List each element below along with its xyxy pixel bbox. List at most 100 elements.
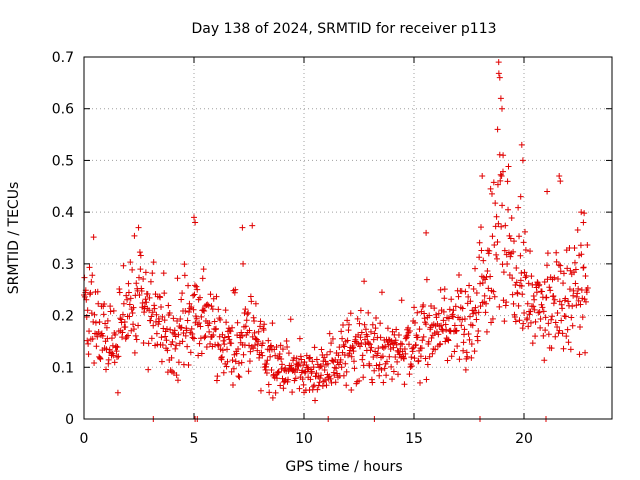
data-point (477, 303, 484, 310)
data-point (473, 289, 480, 296)
data-point (351, 358, 358, 365)
data-point (228, 368, 235, 375)
data-point (163, 337, 170, 344)
data-point (575, 297, 582, 304)
data-point (488, 319, 495, 326)
data-point (160, 325, 167, 332)
data-point (393, 326, 400, 333)
data-point (312, 397, 319, 404)
data-point (369, 379, 376, 386)
data-point (412, 341, 419, 348)
data-point (470, 286, 477, 293)
data-point (483, 300, 490, 307)
data-point (324, 360, 331, 367)
data-point (460, 347, 467, 354)
data-point (139, 299, 146, 306)
data-point (89, 335, 96, 342)
data-point (327, 375, 334, 382)
data-point (494, 239, 501, 246)
data-point (329, 357, 336, 364)
data-point (318, 346, 325, 353)
data-point (170, 315, 177, 322)
data-point (462, 288, 469, 295)
data-point (501, 247, 508, 254)
data-point (277, 342, 284, 349)
data-point (140, 275, 147, 282)
data-point (574, 227, 581, 234)
data-point (565, 298, 572, 305)
data-point (247, 348, 254, 355)
data-point (474, 337, 481, 344)
data-point (553, 258, 560, 265)
data-point (173, 372, 180, 379)
data-point (335, 352, 342, 359)
data-point (399, 341, 406, 348)
data-point (426, 312, 433, 319)
data-point (193, 315, 200, 322)
data-point (190, 306, 197, 313)
data-point (296, 385, 303, 392)
data-point (195, 352, 202, 359)
data-point (458, 322, 465, 329)
data-point (411, 304, 418, 311)
data-point (107, 303, 114, 310)
data-point (222, 307, 229, 314)
data-point (548, 316, 555, 323)
data-point (378, 366, 385, 373)
data-point (443, 326, 450, 333)
data-point (513, 265, 520, 272)
data-point (310, 383, 317, 390)
data-point (182, 308, 189, 315)
data-point (431, 305, 438, 312)
data-point (217, 316, 224, 323)
data-point (477, 224, 484, 231)
data-point (527, 308, 534, 315)
data-point (524, 300, 531, 307)
data-point (235, 345, 242, 352)
data-point (580, 264, 587, 271)
data-point (92, 319, 99, 326)
data-point (150, 322, 157, 329)
data-point (248, 298, 255, 305)
data-point (168, 341, 175, 348)
data-point (527, 319, 534, 326)
data-point (488, 190, 495, 197)
data-point (140, 340, 147, 347)
data-point (416, 347, 423, 354)
data-point (178, 296, 185, 303)
data-point (299, 376, 306, 383)
data-point (515, 204, 522, 211)
data-point (438, 322, 445, 329)
data-point (508, 214, 515, 221)
x-axis-label: GPS time / hours (285, 459, 402, 475)
data-point (129, 266, 136, 273)
data-point (440, 317, 447, 324)
data-point (382, 343, 389, 350)
data-point (535, 309, 542, 316)
data-point (390, 368, 397, 375)
data-point (544, 262, 551, 269)
data-point (246, 358, 253, 365)
data-point (582, 349, 589, 356)
data-point (347, 310, 354, 317)
data-point (448, 353, 455, 360)
data-point (326, 373, 333, 380)
data-point (243, 332, 250, 339)
x-tick-label: 10 (295, 431, 313, 447)
data-point (515, 302, 522, 309)
data-point (451, 322, 458, 329)
data-point (555, 275, 562, 282)
data-point (274, 369, 281, 376)
data-point (540, 332, 547, 339)
data-point (495, 220, 502, 227)
data-point (375, 345, 382, 352)
data-point (539, 304, 546, 311)
data-point (191, 335, 198, 342)
data-point (418, 345, 425, 352)
data-point (114, 389, 121, 396)
data-point (377, 334, 384, 341)
data-point (519, 291, 526, 298)
data-point (221, 341, 228, 348)
data-point (564, 265, 571, 272)
data-point (538, 301, 545, 308)
